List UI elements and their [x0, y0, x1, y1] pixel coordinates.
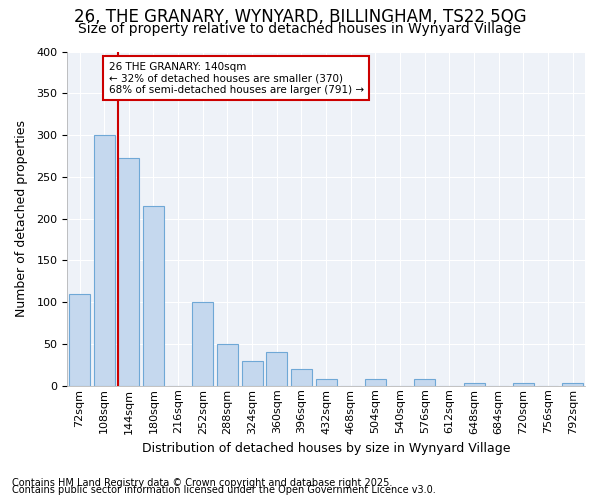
Bar	[193, 302, 213, 386]
Bar	[143, 206, 164, 386]
Bar	[118, 158, 139, 386]
Bar	[316, 379, 337, 386]
Text: Contains public sector information licensed under the Open Government Licence v3: Contains public sector information licen…	[12, 485, 436, 495]
X-axis label: Distribution of detached houses by size in Wynyard Village: Distribution of detached houses by size …	[142, 442, 511, 455]
Text: Contains HM Land Registry data © Crown copyright and database right 2025.: Contains HM Land Registry data © Crown c…	[12, 478, 392, 488]
Bar	[464, 384, 485, 386]
Bar	[94, 135, 115, 386]
Bar	[513, 384, 534, 386]
Bar	[242, 360, 263, 386]
Text: 26 THE GRANARY: 140sqm
← 32% of detached houses are smaller (370)
68% of semi-de: 26 THE GRANARY: 140sqm ← 32% of detached…	[109, 62, 364, 94]
Text: Size of property relative to detached houses in Wynyard Village: Size of property relative to detached ho…	[79, 22, 521, 36]
Bar	[217, 344, 238, 386]
Bar	[266, 352, 287, 386]
Bar	[69, 294, 90, 386]
Bar	[414, 379, 435, 386]
Bar	[365, 379, 386, 386]
Bar	[291, 369, 312, 386]
Text: 26, THE GRANARY, WYNYARD, BILLINGHAM, TS22 5QG: 26, THE GRANARY, WYNYARD, BILLINGHAM, TS…	[74, 8, 526, 26]
Y-axis label: Number of detached properties: Number of detached properties	[15, 120, 28, 317]
Bar	[562, 384, 583, 386]
